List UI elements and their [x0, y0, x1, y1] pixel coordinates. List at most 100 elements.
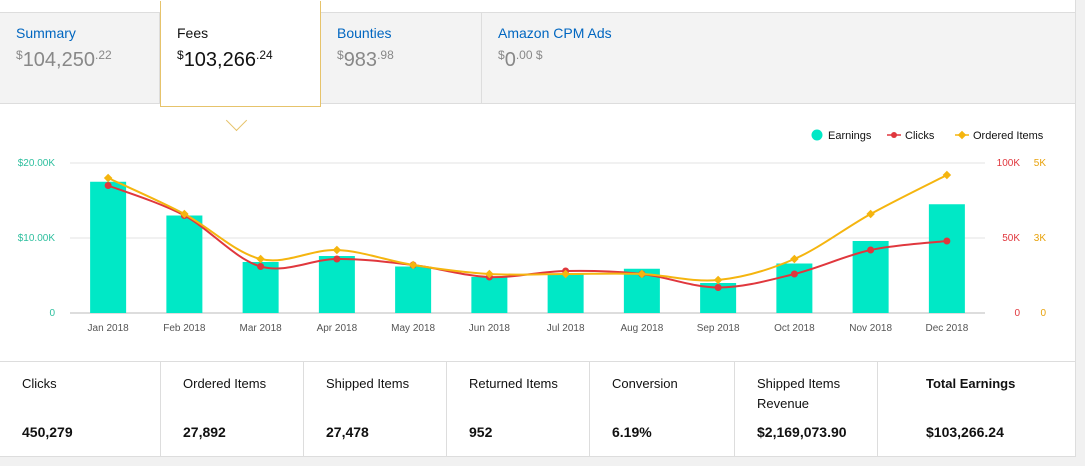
- x-axis-tick-label: Mar 2018: [240, 323, 283, 334]
- clicks-point: [104, 182, 112, 189]
- tab-cpm-cents: .00 $: [515, 48, 543, 62]
- earnings-bar: [242, 262, 279, 313]
- x-axis-tick-label: Aug 2018: [620, 323, 663, 334]
- tab-bounties-cents: .98: [377, 48, 394, 62]
- x-axis-tick-label: Feb 2018: [163, 323, 206, 334]
- clicks-point: [867, 246, 875, 254]
- earnings-bar: [318, 256, 355, 313]
- tab-fees-label: Fees: [177, 25, 209, 41]
- legend-ordered-marker: [957, 130, 967, 140]
- earnings-bar: [547, 274, 584, 313]
- earnings-report-panel: Summary $104,250.22 Fees $103,266.24 Bou…: [0, 0, 1076, 457]
- right-axis-clicks-tick-label: 50K: [1002, 233, 1020, 244]
- tab-cpm-label: Amazon CPM Ads: [498, 25, 612, 41]
- earnings-bar: [166, 215, 203, 313]
- tab-summary-label: Summary: [16, 25, 76, 41]
- stat-label: Shipped Items: [326, 376, 410, 391]
- tab-amazon-cpm-ads[interactable]: Amazon CPM Ads $0.00 $: [482, 13, 682, 103]
- tab-bounties-label: Bounties: [337, 25, 392, 41]
- ordered-items-line: [107, 174, 948, 282]
- tab-cpm-value: 0: [504, 49, 516, 71]
- earnings-bar: [90, 181, 127, 313]
- legend-label: Clicks: [905, 130, 935, 142]
- ordered-items-point: [637, 269, 647, 279]
- legend-label: Earnings: [828, 130, 872, 142]
- ordered-items-point: [408, 260, 418, 270]
- chart-grid: [70, 162, 985, 314]
- x-axis-tick-label: Nov 2018: [849, 323, 892, 334]
- stat-conversion: Conversion 6.19%: [590, 362, 735, 457]
- stat-value: 27,478: [326, 424, 369, 440]
- x-axis-tick-label: May 2018: [391, 323, 435, 334]
- clicks-point: [943, 237, 951, 245]
- report-tabs: Summary $104,250.22 Fees $103,266.24 Bou…: [0, 1, 1075, 132]
- clicks-point: [257, 263, 265, 270]
- earnings-bar: [471, 277, 508, 313]
- tab-fees-cents: .24: [255, 48, 273, 62]
- ordered-items-point: [561, 269, 570, 279]
- earnings-bar: [928, 204, 965, 313]
- stat-value: 450,279: [22, 424, 73, 440]
- tab-summary[interactable]: Summary $104,250.22: [0, 13, 160, 103]
- stat-label: Returned Items: [469, 376, 558, 391]
- chart-axes: 0 $10.00K $20.00K 0 50K 100K 0 3K 5K Jan 2018 Feb …: [18, 158, 1047, 334]
- earnings-bars: [90, 181, 965, 313]
- clicks-line: [107, 184, 947, 289]
- left-axis-tick-label: $20.00K: [18, 158, 56, 169]
- tab-fees-amount: $103,266.24: [177, 48, 273, 72]
- stat-label: Shipped Items Revenue: [757, 376, 841, 411]
- ordered-items-point: [180, 209, 189, 219]
- x-axis-tick-label: Jul 2018: [547, 323, 585, 334]
- chart-legend: Earnings Clicks Ordered Items: [811, 129, 1044, 142]
- right-axis-items-tick-label: 3K: [1034, 233, 1047, 244]
- right-axis-clicks-tick-label: 0: [1014, 308, 1020, 319]
- tab-summary-amount: $104,250.22: [16, 48, 112, 72]
- tab-cpm-currency: $: [498, 48, 505, 62]
- stat-label: Conversion: [612, 376, 678, 391]
- stat-returned-items: Returned Items 952: [447, 362, 590, 457]
- series-lines: [103, 170, 952, 291]
- ordered-items-point: [332, 245, 342, 255]
- x-axis-tick-label: Jan 2018: [88, 323, 130, 334]
- earnings-chart: Earnings Clicks Ordered Items 0 $10.00K $20.…: [18, 129, 1047, 334]
- left-axis-tick-label: 0: [49, 308, 55, 319]
- legend-earnings-marker: [811, 129, 823, 141]
- stat-clicks: Clicks 450,279: [0, 362, 161, 457]
- clicks-point: [714, 284, 722, 291]
- tab-cpm-amount: $0.00 $: [498, 48, 543, 72]
- legend-clicks-marker: [891, 132, 897, 138]
- tab-bounties[interactable]: Bounties $983.98: [321, 13, 482, 103]
- x-axis-tick-label: Oct 2018: [774, 323, 815, 334]
- tab-summary-cents: .22: [94, 48, 112, 62]
- right-axis-items-tick-label: 5K: [1034, 158, 1047, 169]
- stats-summary-row: Clicks 450,279 Ordered Items 27,892 Ship…: [0, 361, 1075, 457]
- left-axis-tick-label: $10.00K: [18, 233, 56, 244]
- tab-bounties-amount: $983.98: [337, 48, 394, 72]
- x-axis-tick-label: Jun 2018: [469, 323, 511, 334]
- x-axis-tick-label: Dec 2018: [925, 323, 968, 334]
- ordered-items-point: [866, 209, 875, 219]
- tab-summary-value: 104,250: [22, 49, 95, 71]
- clicks-point: [790, 270, 798, 278]
- x-axis-tick-label: Sep 2018: [697, 323, 740, 334]
- tab-fees[interactable]: Fees $103,266.24: [160, 1, 321, 107]
- ordered-items-point: [713, 275, 723, 285]
- tab-bounties-currency: $: [337, 48, 344, 62]
- stat-value: 952: [469, 424, 493, 440]
- stat-label: Clicks: [22, 376, 57, 391]
- legend-label: Ordered Items: [973, 130, 1044, 142]
- stat-value: 27,892: [183, 424, 226, 440]
- stat-value: $103,266.24: [926, 424, 1004, 440]
- stat-label: Total Earnings: [926, 376, 1016, 391]
- tab-fees-currency: $: [177, 48, 184, 62]
- right-axis-clicks-tick-label: 100K: [997, 158, 1021, 169]
- tab-summary-currency: $: [16, 48, 23, 62]
- right-axis-items-tick-label: 0: [1040, 308, 1046, 319]
- ordered-items-point: [942, 170, 952, 180]
- stat-total-earnings: Total Earnings $103,266.24: [878, 362, 1075, 457]
- stat-shipped-items: Shipped Items 27,478: [304, 362, 447, 457]
- ordered-items-point: [485, 269, 494, 279]
- stat-label: Ordered Items: [183, 376, 267, 391]
- stat-value: 6.19%: [612, 424, 652, 440]
- earnings-bar: [395, 266, 432, 313]
